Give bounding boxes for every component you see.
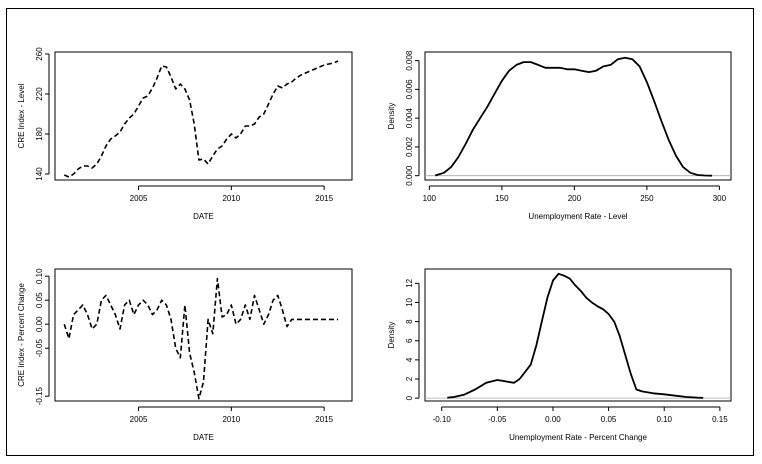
x-tick-label: -0.05 bbox=[488, 415, 507, 424]
chart-panel-bottom-right: -0.10 -0.05 0.00 0.05 0.10 0.15 0 2 4 6 8 10 12 Unemp… bbox=[387, 268, 732, 442]
x-tick-label: 200 bbox=[568, 194, 582, 203]
y-tick-label: 140 bbox=[35, 167, 44, 181]
y-tick-label: 6 bbox=[405, 338, 414, 343]
series-line bbox=[63, 60, 339, 178]
y-tick-label: 4 bbox=[405, 357, 414, 362]
plot-box bbox=[54, 51, 353, 181]
y-tick-label: 10 bbox=[405, 297, 414, 306]
y-axis-label: CRE Index - Level bbox=[17, 83, 26, 148]
y-tick-label: 8 bbox=[405, 319, 414, 324]
plot-box bbox=[424, 268, 732, 402]
y-tick-label: 12 bbox=[405, 278, 414, 287]
y-tick-label: 0.00 bbox=[35, 316, 44, 332]
x-tick-label: 2005 bbox=[130, 415, 148, 424]
y-axis-label: Density bbox=[387, 103, 396, 130]
x-tick-label: 2015 bbox=[315, 194, 333, 203]
x-tick-label: 0.15 bbox=[712, 415, 728, 424]
plot-box bbox=[54, 268, 353, 402]
figure-frame bbox=[6, 8, 754, 456]
x-tick-label: 150 bbox=[495, 194, 509, 203]
chart-panel-top-left: 2005 2010 2015 140 180 220 260 DATE CRE Index - … bbox=[17, 47, 353, 221]
y-tick-label: 0 bbox=[405, 395, 414, 400]
y-axis-label: CRE Index - Percent Change bbox=[17, 283, 26, 387]
chart-panel-top-right: 100 150 200 250 300 0.000 0.002 0.004 0.006 0.008… bbox=[387, 50, 732, 221]
plot-box bbox=[424, 51, 732, 181]
y-tick-label: -0.05 bbox=[35, 339, 44, 358]
x-tick-label: 2005 bbox=[130, 194, 148, 203]
y-tick-label: 0.10 bbox=[35, 268, 44, 284]
x-tick-label: 0.00 bbox=[545, 415, 561, 424]
y-tick-label: 0.004 bbox=[405, 108, 414, 129]
y-tick-label: 0.05 bbox=[35, 292, 44, 308]
x-tick-label: 0.05 bbox=[601, 415, 617, 424]
y-tick-label: -0.15 bbox=[35, 387, 44, 406]
x-tick-label: 2010 bbox=[222, 415, 240, 424]
y-axis-label: Density bbox=[387, 322, 396, 349]
y-tick-label: 180 bbox=[35, 127, 44, 141]
series-line bbox=[63, 277, 339, 400]
x-tick-label: 250 bbox=[640, 194, 654, 203]
y-tick-label: 0.006 bbox=[405, 79, 414, 100]
series-line bbox=[434, 56, 713, 177]
y-tick-label: 220 bbox=[35, 87, 44, 101]
x-tick-label: 100 bbox=[423, 194, 437, 203]
series-line bbox=[447, 272, 704, 399]
x-tick-label: -0.10 bbox=[433, 415, 452, 424]
x-axis-label: DATE bbox=[193, 212, 214, 221]
x-tick-label: 300 bbox=[713, 194, 727, 203]
x-tick-label: 2010 bbox=[222, 194, 240, 203]
chart-panel-bottom-left: 2005 2010 2015 -0.15 -0.05 0.00 0.05 0.10 DATE CR… bbox=[17, 268, 353, 442]
x-axis-label: DATE bbox=[193, 433, 214, 442]
y-tick-label: 2 bbox=[405, 376, 414, 381]
x-axis-label: Unemployment Rate - Percent Change bbox=[509, 433, 647, 442]
y-tick-label: 0.008 bbox=[405, 50, 414, 71]
x-tick-label: 2015 bbox=[315, 415, 333, 424]
y-tick-label: 0.000 bbox=[405, 165, 414, 186]
x-axis-label: Unemployment Rate - Level bbox=[528, 212, 627, 221]
x-tick-label: 0.10 bbox=[656, 415, 672, 424]
y-tick-label: 0.002 bbox=[405, 136, 414, 157]
y-tick-label: 260 bbox=[35, 47, 44, 61]
